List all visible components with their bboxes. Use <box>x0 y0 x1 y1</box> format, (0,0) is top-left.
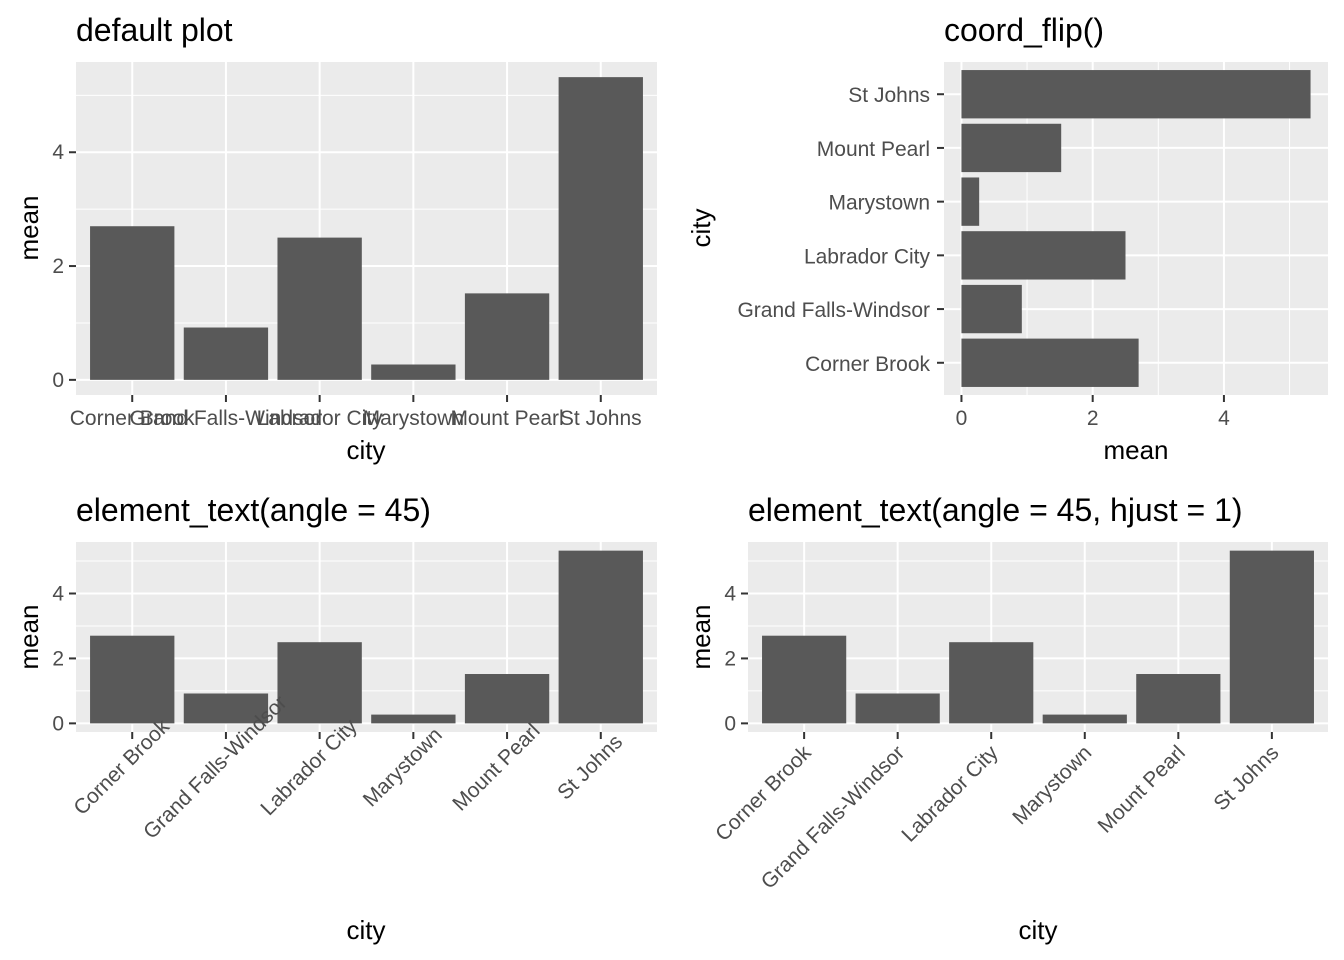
x-tick-label: 2 <box>1087 407 1099 430</box>
x-tick-label: Mount Pearl <box>1094 741 1190 837</box>
x-tick-label: Marystown <box>1008 741 1096 829</box>
x-tick-label: 4 <box>1218 407 1230 430</box>
y-axis-title: mean <box>14 604 44 669</box>
bar <box>855 693 940 724</box>
bar <box>961 177 980 226</box>
x-tick-label: Labrador City <box>897 741 1003 847</box>
bars <box>961 70 1311 387</box>
bar <box>1229 550 1314 724</box>
y-tick-label: 0 <box>52 712 64 735</box>
chart-title: default plot <box>76 12 233 48</box>
y-tick-label: Grand Falls-Windsor <box>737 299 930 322</box>
bars <box>762 550 1314 724</box>
x-axis-title: city <box>347 435 386 465</box>
y-tick-label: Corner Brook <box>805 353 930 376</box>
y-axis-title: mean <box>14 195 44 260</box>
bar <box>1136 674 1221 724</box>
y-tick-label: 4 <box>52 141 64 164</box>
x-axis-title: city <box>347 915 386 945</box>
x-tick-label: 0 <box>956 407 968 430</box>
bar <box>183 327 269 380</box>
bar <box>464 674 550 724</box>
chart-title: element_text(angle = 45, hjust = 1) <box>748 492 1243 528</box>
chart-title: coord_flip() <box>944 12 1104 48</box>
y-tick-label: 4 <box>52 582 64 605</box>
bar <box>371 714 456 724</box>
bar <box>961 338 1139 387</box>
y-tick-label: 0 <box>724 712 736 735</box>
bar <box>558 77 643 380</box>
bar <box>961 284 1022 334</box>
bar <box>949 642 1034 724</box>
y-axis: 0 2 4 <box>52 582 76 735</box>
bar <box>90 226 175 380</box>
y-axis: Corner Brook Grand Falls-Windsor Labrador … <box>737 84 944 376</box>
y-axis: 0 2 4 <box>52 141 76 392</box>
y-tick-label: Marystown <box>828 192 930 215</box>
x-tick-label: Grand Falls-Windsor <box>130 407 323 430</box>
y-tick-label: 2 <box>52 647 64 670</box>
chart-title: element_text(angle = 45) <box>76 492 431 528</box>
x-tick-label: Labrador City <box>257 407 384 430</box>
x-tick-label: Corner Brook <box>711 741 816 846</box>
bar <box>961 231 1126 280</box>
x-axis-title: city <box>1019 915 1058 945</box>
bar <box>371 364 456 380</box>
y-tick-label: Labrador City <box>804 245 931 268</box>
x-tick-label: Marystown <box>363 407 465 430</box>
y-axis-title: city <box>686 209 716 248</box>
y-tick-label: 4 <box>724 582 736 605</box>
bars <box>90 550 643 724</box>
x-axis: 0 2 4 <box>956 395 1230 430</box>
y-tick-label: 0 <box>52 369 64 392</box>
chart-coord-flip: coord_flip() Corner Brook Grand Falls-Win… <box>686 12 1328 465</box>
bar <box>183 693 269 724</box>
y-tick-label: St Johns <box>848 84 930 107</box>
y-axis: 0 2 4 <box>724 582 748 735</box>
y-axis-title: mean <box>686 604 716 669</box>
bar <box>464 293 550 380</box>
x-tick-label: Marystown <box>359 723 447 811</box>
chart-angle-45-hjust-1: element_text(angle = 45, hjust = 1) 024 … <box>686 492 1328 945</box>
bar <box>762 635 847 724</box>
x-axis-title: mean <box>1103 435 1168 465</box>
chart-angle-45: element_text(angle = 45) 024 Corner Broo… <box>14 492 657 945</box>
bars <box>90 77 643 380</box>
y-tick-label: 2 <box>724 647 736 670</box>
bar <box>558 550 643 724</box>
bar <box>961 70 1311 119</box>
x-tick-label: St Johns <box>560 407 642 430</box>
bar <box>1042 714 1127 724</box>
bar <box>277 642 362 724</box>
bar <box>961 123 1062 173</box>
x-tick-label: Mount Pearl <box>450 407 563 430</box>
x-tick-label: Corner Brook <box>70 407 195 430</box>
x-tick-label: St Johns <box>1209 741 1283 815</box>
y-tick-label: 2 <box>52 255 64 278</box>
bar <box>90 635 175 724</box>
x-tick-label: St Johns <box>553 730 627 804</box>
bar <box>277 237 362 380</box>
y-tick-label: Mount Pearl <box>817 138 930 161</box>
x-tick-label: Mount Pearl <box>448 719 544 815</box>
